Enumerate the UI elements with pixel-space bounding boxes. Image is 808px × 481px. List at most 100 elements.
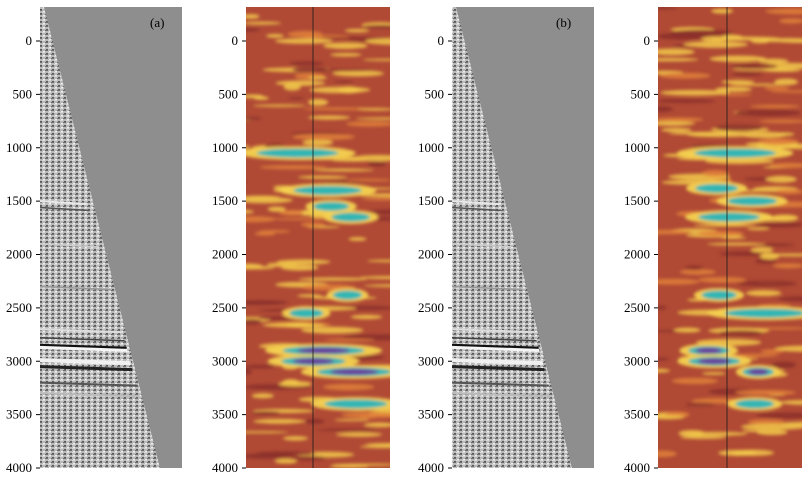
- heat-streak: [658, 305, 667, 310]
- heat-streak: [345, 178, 390, 182]
- anomaly-core: [694, 148, 776, 158]
- tick-label: 2500: [212, 300, 238, 315]
- heat-streak: [658, 368, 671, 373]
- heat-streak: [307, 115, 351, 120]
- heat-streak: [765, 175, 797, 183]
- heat-streak: [246, 300, 289, 305]
- heat-streak: [658, 57, 699, 62]
- anomaly-core: [698, 212, 760, 222]
- anomaly-core: [724, 308, 802, 318]
- heat-streak: [246, 216, 276, 223]
- reflector-band: [452, 358, 543, 366]
- heat-streak: [697, 276, 747, 283]
- heat-streak: [274, 38, 333, 44]
- heat-streak: [658, 98, 716, 104]
- heat-streak: [348, 237, 367, 241]
- tick-label: 4000: [624, 460, 650, 475]
- heat-streak: [660, 127, 692, 133]
- heat-streak: [729, 83, 785, 86]
- heat-streak: [357, 107, 390, 111]
- anomaly-core: [695, 183, 739, 193]
- heat-streak: [781, 421, 802, 426]
- heat-streak: [658, 450, 677, 458]
- panel-label-a: (a): [150, 15, 164, 30]
- heat-streak: [367, 161, 387, 167]
- heat-streak: [298, 175, 348, 179]
- heat-streak: [246, 27, 261, 32]
- heat-streak: [266, 33, 284, 38]
- heat-streak: [330, 53, 362, 57]
- heat-streak: [750, 247, 774, 253]
- tick-label: 1000: [6, 140, 32, 155]
- tick-label: 0: [644, 33, 651, 48]
- heat-streak: [350, 314, 383, 320]
- heat-streak: [246, 145, 251, 148]
- heat-streak: [740, 423, 802, 430]
- heat-streak: [302, 139, 334, 146]
- heat-streak: [251, 411, 281, 415]
- reflector-band: [452, 392, 552, 398]
- heat-streak: [246, 14, 260, 19]
- heat-streak: [251, 393, 274, 399]
- seismic-panel-a: (a) 0 500 1000 1500 2000 2500 3000 3500 4000: [6, 7, 182, 475]
- heat-streak: [254, 231, 276, 236]
- tick-label: 3500: [6, 407, 32, 422]
- heat-streak: [772, 263, 802, 269]
- reflector-band: [452, 206, 502, 212]
- heat-streak: [758, 58, 789, 64]
- heat-streak: [756, 224, 802, 228]
- heat-streak: [762, 68, 802, 73]
- heat-streak: [256, 451, 316, 456]
- heat-streak: [246, 21, 282, 25]
- heat-streak: [267, 206, 286, 212]
- heat-streak: [329, 464, 369, 468]
- heat-streak: [731, 449, 775, 456]
- heat-streak: [364, 442, 390, 446]
- heat-streak: [679, 435, 727, 440]
- seismic-wedge: [40, 7, 160, 468]
- reflector-band: [40, 381, 137, 387]
- heat-streak: [679, 269, 716, 275]
- heat-streak: [361, 197, 390, 201]
- reflector-band: [40, 328, 123, 334]
- tick-label: 1500: [6, 193, 32, 208]
- tick-label: 3000: [418, 353, 444, 368]
- anomaly-peak: [292, 358, 335, 365]
- heat-streak: [735, 389, 796, 396]
- heat-streak: [658, 121, 696, 126]
- heat-streak: [311, 69, 376, 72]
- heat-streak: [758, 138, 799, 145]
- anomaly-peak: [748, 368, 769, 375]
- heat-streak: [292, 66, 328, 73]
- heat-streak: [332, 70, 384, 77]
- heat-streak: [775, 188, 802, 195]
- heat-streak: [290, 456, 327, 461]
- heat-streak: [334, 418, 370, 422]
- tick-label: 3500: [212, 407, 238, 422]
- heat-streak: [668, 131, 738, 135]
- heat-streak: [670, 29, 733, 37]
- heat-streak: [308, 98, 329, 106]
- heat-streak: [684, 265, 704, 270]
- heat-streak: [711, 8, 734, 14]
- heatmap-blobs: [246, 14, 390, 468]
- heat-streak: [777, 296, 802, 302]
- heat-streak: [658, 106, 673, 112]
- heat-streak: [274, 458, 298, 464]
- tick-label: 2000: [418, 247, 444, 262]
- heat-streak: [658, 415, 685, 420]
- tick-label: 500: [425, 86, 445, 101]
- heat-streak: [760, 349, 784, 354]
- heat-streak: [266, 218, 336, 221]
- heat-streak: [246, 116, 262, 121]
- heat-streak: [760, 253, 802, 257]
- heat-streak: [781, 41, 802, 43]
- heat-streak: [246, 181, 247, 184]
- heat-streak: [355, 117, 390, 120]
- depth-axis-heatmap-2: 0 500 1000 1500 2000 2500 3000 3500 4000: [624, 33, 658, 475]
- heat-streak: [730, 63, 778, 70]
- reflector-band: [40, 337, 125, 342]
- tick-label: 1500: [212, 193, 238, 208]
- heat-streak: [359, 276, 390, 280]
